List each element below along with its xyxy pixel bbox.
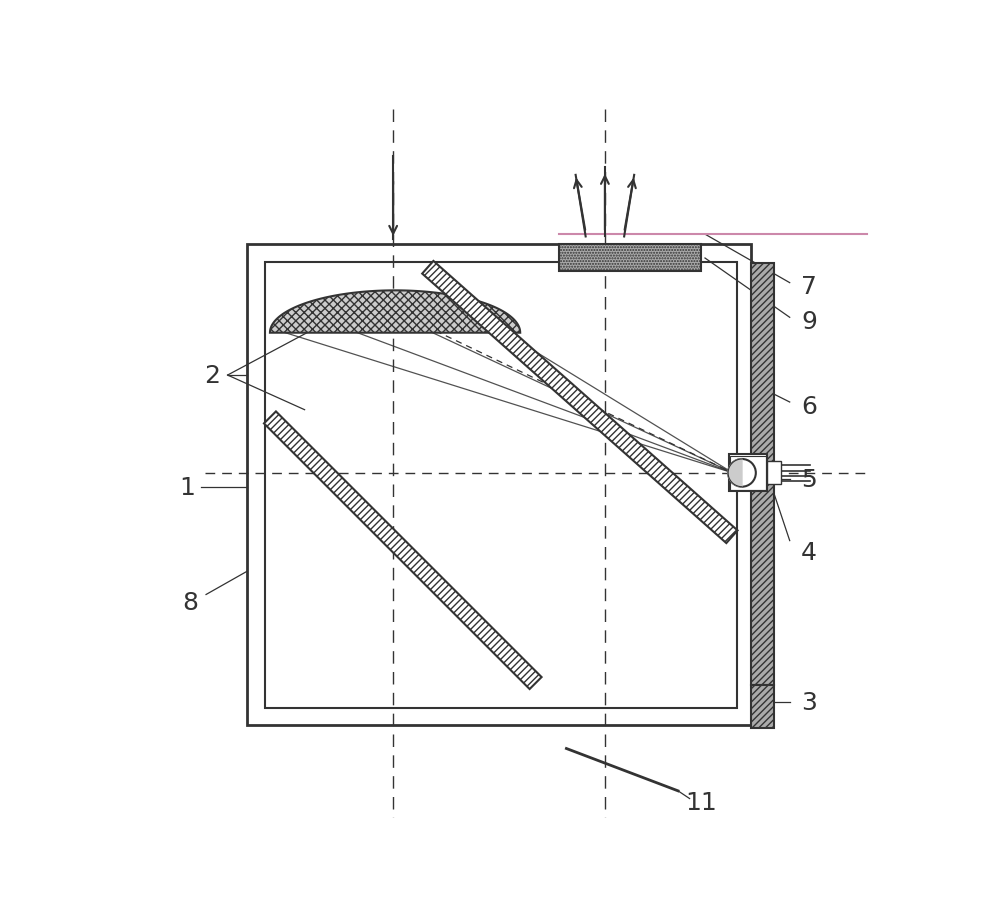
Bar xyxy=(751,686,774,728)
Text: 2: 2 xyxy=(204,364,220,388)
Polygon shape xyxy=(264,412,542,689)
Text: 3: 3 xyxy=(801,690,817,715)
Polygon shape xyxy=(422,262,738,543)
Bar xyxy=(265,263,737,709)
Text: 7: 7 xyxy=(801,275,817,300)
Polygon shape xyxy=(270,291,520,334)
Bar xyxy=(767,461,781,485)
Circle shape xyxy=(728,460,756,487)
Bar xyxy=(729,455,767,492)
Text: 6: 6 xyxy=(801,394,817,418)
Text: 8: 8 xyxy=(183,591,199,615)
Bar xyxy=(247,244,751,726)
Text: 9: 9 xyxy=(801,310,817,334)
Bar xyxy=(730,457,766,490)
Polygon shape xyxy=(728,460,742,487)
Bar xyxy=(559,244,701,272)
Text: 1: 1 xyxy=(180,475,195,499)
Text: 11: 11 xyxy=(685,790,717,814)
Text: 4: 4 xyxy=(801,540,817,564)
Text: 5: 5 xyxy=(801,468,817,492)
Bar xyxy=(751,264,774,686)
Circle shape xyxy=(747,470,755,477)
